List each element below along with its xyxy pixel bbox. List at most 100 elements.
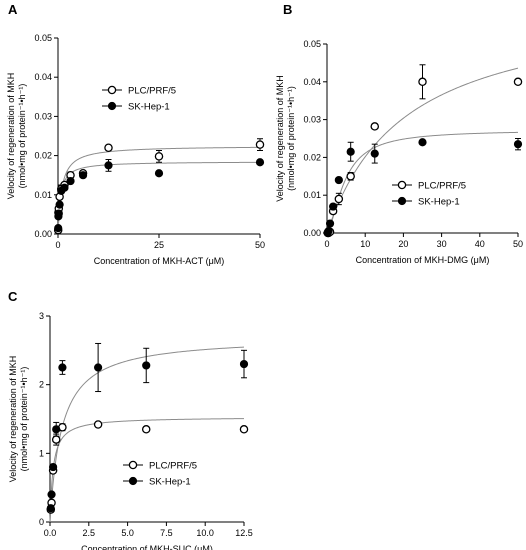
data-point-sk-hep-1 (60, 183, 69, 192)
y-tick-label: 0.05 (34, 33, 52, 43)
data-point-sk-hep-1 (104, 161, 113, 170)
axes (46, 315, 245, 526)
legend: PLC/PRF/5 SK-Hep-1 (392, 181, 466, 208)
x-axis-label: Concentration of MKH-DMG (μM) (356, 255, 490, 265)
y-axis-label-group: Velocity of regeneration of MKH (nmol•mg … (8, 356, 29, 483)
legend: PLC/PRF/5 SK-Hep-1 (102, 86, 176, 113)
data-point-sk-hep-1 (329, 202, 338, 211)
legend: PLC/PRF/5 SK-Hep-1 (123, 461, 197, 488)
legend-marker-sk-hep-1 (128, 476, 138, 486)
data-point-sk-hep-1 (55, 200, 64, 209)
data-point-sk-hep-1 (370, 149, 379, 158)
legend-marker-sk-hep-1 (107, 101, 117, 111)
x-tick-label: 7.5 (160, 528, 173, 538)
legend-label-plc-prf-5: PLC/PRF/5 (418, 181, 466, 192)
chart-panel-b: B 0.00 0.01 0.02 0.03 0.04 0.05 0 10 20 30 40 50 Conc… (275, 2, 523, 265)
data-point-plc-prf-5 (51, 435, 61, 444)
x-tick-label: 20 (398, 239, 408, 249)
y-tick-label: 0.03 (34, 111, 52, 121)
data-point-plc-prf-5 (418, 77, 427, 87)
legend-marker-sk-hep-1 (397, 196, 407, 206)
x-tick-label: 0 (55, 240, 60, 250)
y-axis-label-units: (nmol•mg of protein⁻¹•h⁻¹) (286, 86, 296, 191)
x-tick-label: 12.5 (235, 528, 253, 538)
legend-marker-plc-prf-5 (128, 460, 138, 470)
y-tick-label: 0.00 (34, 229, 52, 239)
data-point-plc-prf-5 (255, 140, 265, 149)
x-tick-label: 50 (255, 240, 265, 250)
axes (323, 43, 519, 237)
data-point-sk-hep-1 (239, 359, 249, 369)
x-tick-label: 40 (475, 239, 485, 249)
y-axis-label: Velocity of regeneration of MKH (275, 75, 285, 202)
data-point-sk-hep-1 (513, 140, 523, 149)
y-tick-label: 0.01 (303, 190, 321, 200)
x-tick-label: 50 (513, 239, 523, 249)
legend-label-sk-hep-1: SK-Hep-1 (128, 102, 170, 113)
data-point-sk-hep-1 (52, 425, 61, 434)
data-point-sk-hep-1 (154, 169, 164, 178)
data-point-sk-hep-1 (346, 147, 355, 156)
legend-label-plc-prf-5: PLC/PRF/5 (128, 86, 176, 97)
data-point-sk-hep-1 (142, 361, 151, 370)
data-point-sk-hep-1 (58, 363, 67, 372)
y-axis-label-units: (nmol•mg of protein⁻¹•h⁻¹) (19, 367, 29, 472)
data-point-sk-hep-1 (324, 227, 333, 236)
legend-label-plc-prf-5: PLC/PRF/5 (149, 461, 197, 472)
y-tick-label: 0.04 (34, 72, 52, 82)
x-tick-label: 25 (154, 240, 164, 250)
x-tick-label: 10 (360, 239, 370, 249)
data-point-sk-hep-1 (54, 209, 63, 218)
y-tick-label: 0 (39, 517, 44, 527)
legend-label-sk-hep-1: SK-Hep-1 (149, 477, 191, 488)
legend-marker-plc-prf-5 (397, 180, 407, 190)
data-point-sk-hep-1 (255, 158, 265, 167)
fit-curve-plc-prf-5 (57, 146, 261, 235)
x-tick-label: 5.0 (121, 528, 134, 538)
panel-label: B (283, 2, 292, 17)
chart-panel-a: A 0.00 0.01 0.02 0.03 0.04 0.05 0 25 50 Concentrat… (6, 2, 265, 266)
y-tick-label: 3 (39, 311, 44, 321)
data-point-sk-hep-1 (418, 138, 427, 147)
y-tick-label: 0.03 (303, 115, 321, 125)
legend-marker-plc-prf-5 (107, 85, 117, 95)
data-point-plc-prf-5 (346, 172, 355, 181)
data-point-plc-prf-5 (513, 77, 523, 87)
data-point-plc-prf-5 (93, 420, 103, 429)
data-point-plc-prf-5 (154, 152, 164, 161)
data-point-sk-hep-1 (94, 363, 103, 372)
legend-label-sk-hep-1: SK-Hep-1 (418, 197, 460, 208)
y-axis-label-units: (nmol•mg of protein⁻¹•h⁻¹) (17, 84, 27, 189)
y-tick-label: 0.01 (34, 190, 52, 200)
data-point-sk-hep-1 (49, 462, 58, 472)
panel-label: A (8, 2, 18, 17)
panel-label: C (8, 289, 18, 304)
data-point-sk-hep-1 (334, 175, 343, 185)
y-tick-label: 1 (39, 448, 44, 458)
data-point-plc-prf-5 (334, 194, 344, 204)
x-tick-label: 0 (324, 239, 329, 249)
x-tick-label: 10.0 (196, 528, 214, 538)
axes (54, 37, 261, 238)
y-tick-label: 0.00 (303, 228, 321, 238)
y-axis-label: Velocity of regeneration of MKH (6, 73, 16, 200)
data-point-plc-prf-5 (239, 425, 249, 434)
data-point-sk-hep-1 (78, 171, 88, 180)
data-point-sk-hep-1 (66, 176, 75, 186)
fit-curve-plc-prf-5 (326, 67, 519, 234)
fit-curve-plc-prf-5 (49, 418, 245, 523)
y-tick-label: 0.02 (303, 152, 321, 162)
y-tick-label: 0.04 (303, 77, 321, 87)
y-tick-label: 2 (39, 380, 44, 390)
y-axis-label-group: Velocity of regeneration of MKH (nmol•mg … (275, 75, 296, 202)
y-tick-label: 0.05 (303, 39, 321, 49)
data-point-sk-hep-1 (47, 490, 56, 499)
fit-curve-sk-hep-1 (326, 131, 519, 234)
fit-curve-sk-hep-1 (49, 346, 245, 523)
data-point-plc-prf-5 (104, 143, 113, 153)
x-tick-label: 0.0 (44, 528, 57, 538)
x-tick-label: 2.5 (83, 528, 96, 538)
data-point-sk-hep-1 (54, 224, 63, 233)
x-tick-label: 30 (437, 239, 447, 249)
